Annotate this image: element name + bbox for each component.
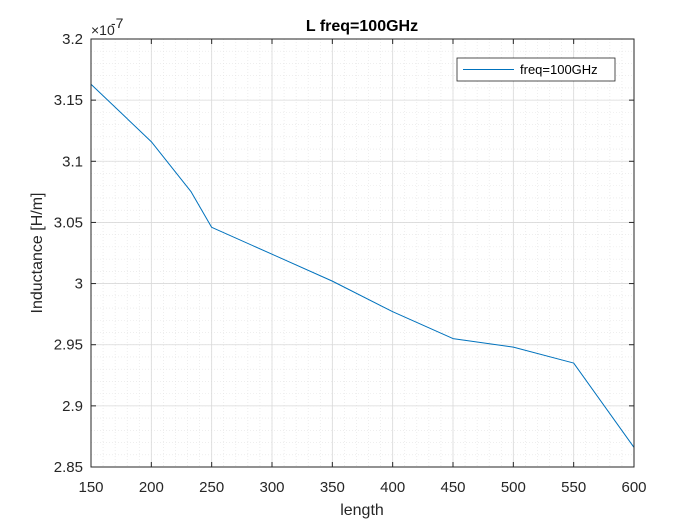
x-tick-label: 450 [440, 479, 465, 496]
legend: freq=100GHz [456, 57, 616, 82]
y-exponent-power: -7 [111, 15, 124, 31]
y-tick-label: 3.15 [54, 92, 83, 109]
y-axis-label: Inductance [H/m] [29, 193, 46, 314]
plot-area [91, 39, 634, 467]
y-tick-label: 3.05 [54, 214, 83, 231]
x-tick-label: 550 [561, 479, 586, 496]
x-tick-label: 300 [259, 479, 284, 496]
series-layer [90, 83, 635, 448]
x-axis-label: length [340, 502, 384, 519]
chart-title: L freq=100GHz [306, 18, 418, 35]
y-tick-label: 3 [75, 276, 83, 293]
plot-frame [90, 38, 635, 468]
series-line [90, 83, 635, 448]
x-tick-label: 150 [78, 479, 103, 496]
x-tick-labels: 150 200 250 300 350 400 450 500 550 600 [78, 479, 646, 496]
y-tick-labels: 2.85 2.9 2.95 3 3.05 3.1 3.15 3.2 [54, 31, 83, 476]
legend-box [456, 57, 616, 82]
x-tick-label: 200 [139, 479, 164, 496]
x-tick-label: 600 [621, 479, 646, 496]
x-tick-label: 250 [199, 479, 224, 496]
y-exponent-base: ×10 [91, 22, 115, 38]
y-tick-label: 2.9 [62, 398, 83, 415]
x-tick-label: 400 [380, 479, 405, 496]
minor-grid [90, 38, 635, 468]
legend-entry-label: freq=100GHz [520, 62, 598, 77]
y-tick-label: 2.85 [54, 459, 83, 476]
x-tick-label: 500 [501, 479, 526, 496]
y-tick-label: 3.1 [62, 153, 83, 170]
y-tick-label: 2.95 [54, 337, 83, 354]
x-tick-label: 350 [320, 479, 345, 496]
y-tick-label: 3.2 [62, 31, 83, 48]
